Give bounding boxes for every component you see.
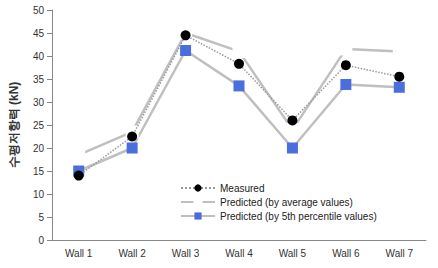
svg-text:5: 5: [38, 212, 44, 223]
svg-text:Wall 6: Wall 6: [332, 248, 360, 259]
svg-text:Predicted (by 5th percentile v: Predicted (by 5th percentile values): [220, 211, 377, 222]
svg-text:45: 45: [33, 28, 45, 39]
svg-text:Wall 7: Wall 7: [386, 248, 414, 259]
svg-text:Wall 3: Wall 3: [172, 248, 200, 259]
svg-text:수평저항력 (kN): 수평저항력 (kN): [7, 82, 21, 169]
svg-text:Wall 1: Wall 1: [65, 248, 93, 259]
svg-text:10: 10: [33, 189, 45, 200]
svg-text:Wall 5: Wall 5: [279, 248, 307, 259]
svg-text:Measured: Measured: [220, 183, 264, 194]
svg-text:40: 40: [33, 51, 45, 62]
svg-text:0: 0: [38, 235, 44, 246]
svg-text:15: 15: [33, 166, 45, 177]
svg-text:20: 20: [33, 143, 45, 154]
svg-text:30: 30: [33, 97, 45, 108]
svg-text:Predicted (by average values): Predicted (by average values): [220, 197, 353, 208]
svg-text:35: 35: [33, 74, 45, 85]
svg-text:25: 25: [33, 120, 45, 131]
svg-text:50: 50: [33, 5, 45, 16]
svg-text:Wall 4: Wall 4: [225, 248, 253, 259]
svg-text:Wall 2: Wall 2: [118, 248, 146, 259]
